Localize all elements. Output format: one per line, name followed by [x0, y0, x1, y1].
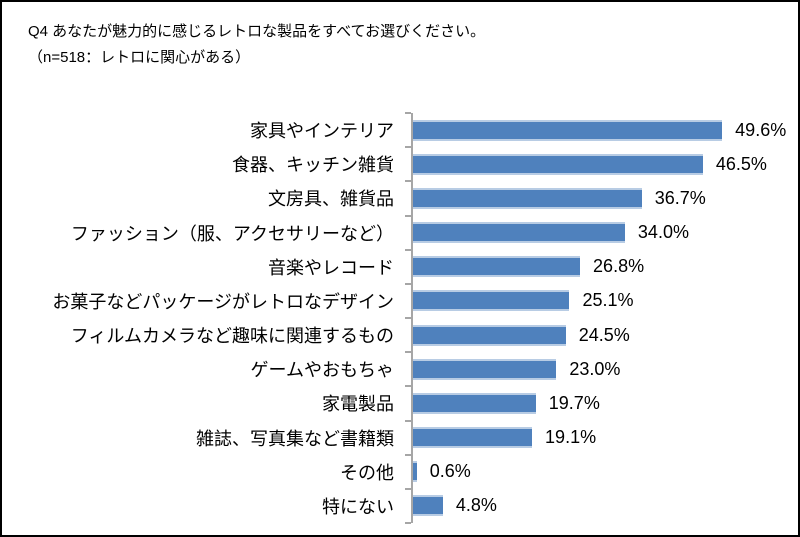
chart-header: Q4 あなたが魅力的に感じるレトロな製品をすべてお選びください。 （n=518：… [28, 19, 485, 71]
bars-container: 49.6% 46.5% 36.7% 34.0% 26.8% 25.1% 24.5% 23.0%… [413, 113, 787, 523]
bar-row: 19.7% [413, 386, 787, 420]
plot-area: 49.6% 46.5% 36.7% 34.0% 26.8% 25.1% 24.5% 23.0%… [405, 112, 787, 524]
vertical-axis-line [411, 113, 413, 523]
bar-row: 4.8% [413, 489, 787, 523]
axis-tick [405, 112, 411, 114]
value-label: 26.8% [593, 256, 645, 277]
axis-tick [405, 522, 411, 524]
bar-row: 46.5% [413, 147, 787, 181]
chart-title: Q4 あなたが魅力的に感じるレトロな製品をすべてお選びください。 [28, 23, 486, 40]
value-label: 19.7% [548, 392, 600, 413]
value-label: 24.5% [578, 324, 630, 345]
value-label: 36.7% [654, 187, 706, 208]
category-label: 家具やインテリア [250, 121, 394, 142]
category-axis-labels: 家具やインテリア食器、キッチン雑貨文房具、雑貨品ファッション（服、アクセサリーな… [4, 113, 403, 523]
bar-row: 25.1% [413, 284, 787, 318]
bar [413, 324, 566, 346]
axis-tick [405, 317, 411, 319]
bar-row: 49.6% [413, 113, 787, 147]
bar-row: 34.0% [413, 216, 787, 250]
bar-row: 23.0% [413, 352, 787, 386]
bar-row: 36.7% [413, 181, 787, 215]
bar-row: 19.1% [413, 421, 787, 455]
axis-tick [405, 248, 411, 251]
value-label: 46.5% [715, 153, 767, 174]
bar-row: 26.8% [413, 250, 787, 284]
bar [413, 187, 642, 209]
bar-row: 0.6% [413, 455, 787, 489]
axis-tick [405, 146, 411, 149]
axis-tick [405, 351, 411, 354]
category-label: お菓子などパッケージがレトロなデザイン [52, 291, 394, 312]
bar-row: 24.5% [413, 318, 787, 352]
category-label: 雑誌、写真集など書籍類 [196, 428, 394, 449]
value-label: 23.0% [569, 358, 621, 379]
bar [413, 427, 533, 449]
bar [413, 119, 723, 141]
bar [413, 222, 625, 244]
axis-tick [405, 419, 411, 422]
category-label: 食器、キッチン雑貨 [232, 155, 394, 176]
category-label: 家電製品 [322, 394, 394, 415]
bar [413, 392, 536, 414]
value-label: 19.1% [545, 427, 597, 448]
category-label: フィルムカメラなど趣味に関連するもの [70, 326, 394, 347]
category-label: 特にない [322, 496, 394, 517]
bar [413, 256, 581, 278]
value-label: 49.6% [735, 119, 787, 140]
bar [413, 495, 443, 517]
axis-tick [405, 385, 411, 388]
axis-tick [405, 214, 411, 217]
category-label: 文房具、雑貨品 [268, 189, 394, 210]
category-label: その他 [340, 462, 394, 483]
axis-tick [405, 282, 411, 285]
value-label: 25.1% [582, 290, 634, 311]
category-label: ファッション（服、アクセサリーなど） [70, 223, 394, 244]
bar [413, 290, 570, 312]
axis-tick [405, 453, 411, 456]
value-label: 0.6% [429, 461, 471, 482]
bar [413, 153, 703, 175]
axis-tick [405, 487, 411, 490]
category-label: ゲームやおもちゃ [250, 360, 394, 381]
value-label: 4.8% [455, 495, 497, 516]
chart-subtitle: （n=518：レトロに関心がある） [28, 49, 251, 66]
bar [413, 461, 417, 483]
axis-tick [405, 180, 411, 183]
value-label: 34.0% [637, 222, 689, 243]
bar [413, 358, 557, 380]
category-label: 音楽やレコード [268, 257, 394, 278]
